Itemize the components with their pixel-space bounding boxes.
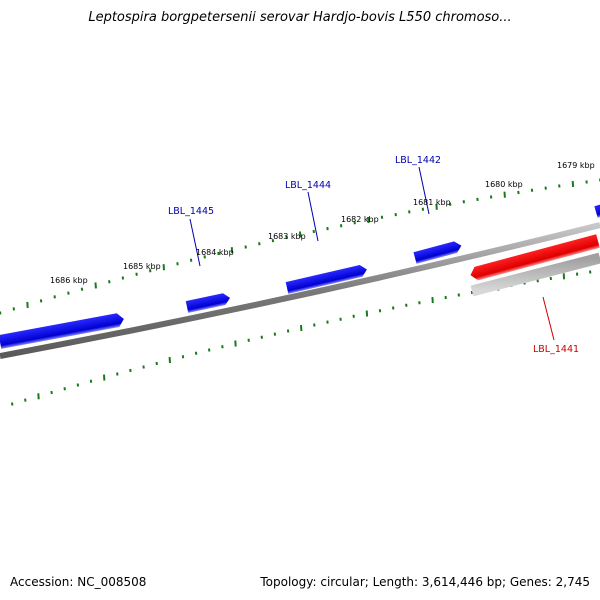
gene-arrow-lbl-1441[interactable] (469, 234, 600, 282)
gene-arrow-lbl-1442[interactable] (413, 240, 462, 264)
ruler-label: 1686 kbp (50, 276, 88, 285)
gene-arrow-lbl-1445[interactable] (185, 292, 232, 313)
gene-labels: LBL_1445 LBL_1444 LBL_1442 LBL_1441 (168, 155, 579, 355)
forward-backbone (0, 222, 600, 359)
gene-label[interactable]: LBL_1445 (168, 206, 214, 217)
forward-ruler (0, 178, 600, 315)
gene-leader-lines (189, 166, 555, 341)
ruler-label: 1682 kbp (341, 215, 379, 224)
ruler-label: 1684 kbp (196, 248, 234, 257)
gene-label[interactable]: LBL_1441 (533, 344, 579, 355)
gene-label[interactable]: LBL_1444 (285, 180, 331, 191)
ruler-label: 1679 kbp (557, 161, 595, 170)
reverse-backbone (470, 252, 600, 297)
genome-title: Leptospira borgpetersenii serovar Hardjo… (88, 10, 512, 25)
gene-arrow[interactable] (0, 312, 125, 349)
ruler-label: 1681 kbp (413, 198, 451, 207)
gene-label[interactable]: LBL_1442 (395, 155, 441, 166)
gene-arrow-lbl-1444[interactable] (285, 264, 369, 294)
ruler-labels: 1686 kbp 1685 kbp 1684 kbp 1683 kbp 1682… (50, 161, 595, 285)
topology-summary: Topology: circular; Length: 3,614,446 bp… (260, 575, 590, 589)
ruler-label: 1680 kbp (485, 180, 523, 189)
ruler-label: 1683 kbp (268, 232, 306, 241)
gene-track (0, 203, 600, 349)
gene-arrow[interactable] (594, 203, 600, 218)
ruler-label: 1685 kbp (123, 262, 161, 271)
accession-text: Accession: NC_008508 (10, 575, 147, 589)
